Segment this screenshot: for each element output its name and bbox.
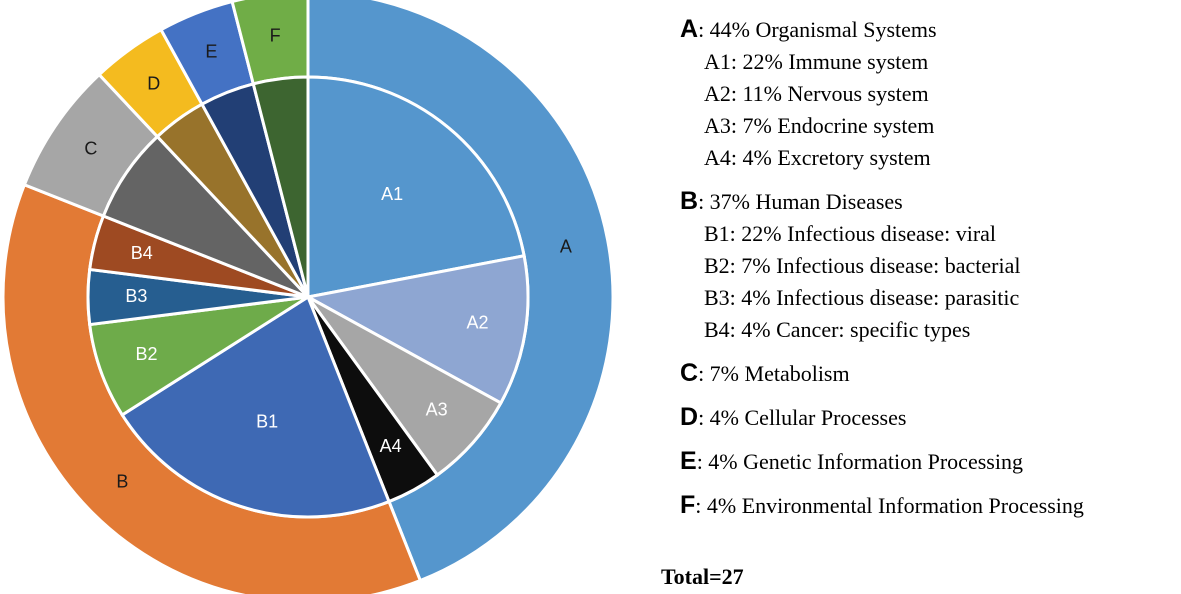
legend-letter: E — [680, 447, 697, 475]
legend-item-e: E: 4% Genetic Information Processing — [680, 444, 1180, 478]
legend-item-f: F: 4% Environmental Information Processi… — [680, 488, 1180, 522]
legend-subitem: B4: 4% Cancer: specific types — [704, 317, 971, 342]
legend-text: : 37% Human Diseases — [698, 189, 903, 214]
inner-slice-b1 — [120, 294, 391, 519]
legend-letter: F — [680, 491, 696, 519]
inner-label-a3: A3 — [426, 399, 448, 419]
legend-letter: B — [680, 187, 699, 215]
outer-label-a: A — [560, 237, 572, 257]
legend-subitem: A3: 7% Endocrine system — [704, 113, 935, 138]
outer-label-b: B — [116, 471, 128, 491]
legend-subitem: A1: 22% Immune system — [704, 49, 929, 74]
legend-text: : 4% Environmental Information Processin… — [695, 493, 1084, 518]
inner-slice-a1 — [306, 75, 526, 299]
legend-item-c: C: 7% Metabolism — [680, 356, 1180, 390]
legend-item-d: D: 4% Cellular Processes — [680, 400, 1180, 434]
total-label: Total=27 — [661, 564, 744, 589]
legend-subitem: A2: 11% Nervous system — [704, 81, 929, 106]
outer-label-c: C — [84, 138, 97, 158]
inner-label-a1: A1 — [381, 184, 403, 204]
outer-label-e: E — [205, 42, 217, 62]
legend-letter: A — [680, 15, 699, 43]
legend-text: : 7% Metabolism — [698, 361, 850, 386]
inner-label-b1: B1 — [256, 411, 278, 431]
inner-slice-unlabeled-11 — [251, 75, 310, 298]
legend-letter: D — [680, 403, 699, 431]
legend-subitem: B3: 4% Infectious disease: parasitic — [704, 285, 1020, 310]
inner-label-b4: B4 — [131, 243, 153, 263]
inner-label-b3: B3 — [125, 286, 147, 306]
legend-subitem: B2: 7% Infectious disease: bacterial — [704, 253, 1021, 278]
inner-label-b2: B2 — [135, 344, 157, 364]
outer-label-d: D — [147, 73, 160, 93]
legend-letter: C — [680, 359, 699, 387]
nested-pie-chart: A B C D E F A1 A2 A3 A4 B1 B2 B3 B4 — [1, 0, 615, 594]
legend-item-b: B: 37% Human Diseases — [680, 184, 1180, 218]
inner-slice-a2 — [303, 254, 530, 406]
legend-subitem: A4: 4% Excretory system — [704, 145, 931, 170]
legend: A: 44% Organismal Systems A1: 22% Immune … — [680, 10, 1180, 522]
legend-text: : 44% Organismal Systems — [698, 17, 937, 42]
inner-label-a2: A2 — [466, 313, 488, 333]
outer-label-f: F — [270, 25, 281, 45]
legend-text: : 4% Cellular Processes — [698, 405, 907, 430]
legend-text: : 4% Genetic Information Processing — [696, 449, 1023, 474]
outer-ring: A B C D E F — [1, 0, 615, 594]
legend-item-a: A: 44% Organismal Systems — [680, 12, 1180, 46]
legend-subitem: B1: 22% Infectious disease: viral — [704, 221, 997, 246]
inner-label-a4: A4 — [380, 436, 402, 456]
inner-pie: A1 A2 A3 A4 B1 B2 B3 B4 — [86, 75, 530, 519]
